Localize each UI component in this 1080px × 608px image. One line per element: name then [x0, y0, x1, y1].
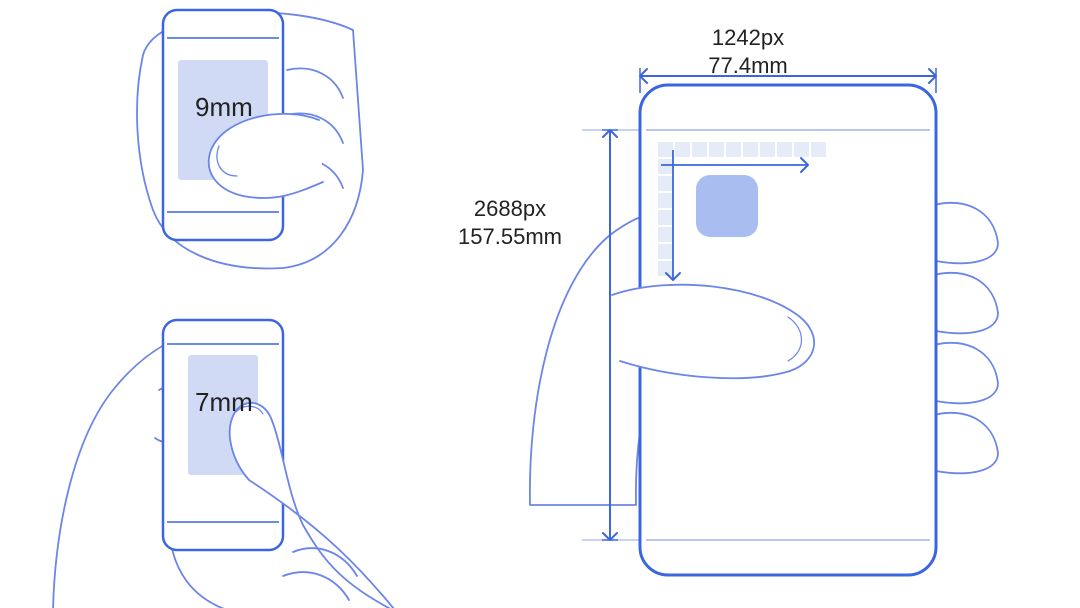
height-dimension-label: 2688px 157.55mm	[458, 195, 562, 250]
height-px: 2688px	[474, 196, 546, 221]
grid-cell	[777, 142, 792, 157]
grid-cell	[692, 142, 707, 157]
grid-cell	[658, 176, 673, 191]
touch-target-7mm-label: 7mm	[195, 387, 253, 418]
grid-cell	[658, 142, 673, 157]
grid-cell	[709, 142, 724, 157]
width-dimension-label: 1242px 77.4mm	[708, 24, 787, 79]
grid-cell	[794, 142, 809, 157]
grid-cell	[743, 142, 758, 157]
grid-cell	[726, 142, 741, 157]
grid-cell	[760, 142, 775, 157]
grid-cell	[658, 159, 673, 174]
width-mm: 77.4mm	[708, 53, 787, 78]
grid-cell	[658, 210, 673, 225]
grid-cell	[675, 142, 690, 157]
grid-cell	[658, 227, 673, 242]
grid-cell	[811, 142, 826, 157]
grid-cell	[658, 193, 673, 208]
touch-target-9mm-label: 9mm	[195, 92, 253, 123]
grid-cell	[658, 244, 673, 259]
width-px: 1242px	[712, 25, 784, 50]
app-icon	[696, 175, 758, 237]
height-mm: 157.55mm	[458, 224, 562, 249]
